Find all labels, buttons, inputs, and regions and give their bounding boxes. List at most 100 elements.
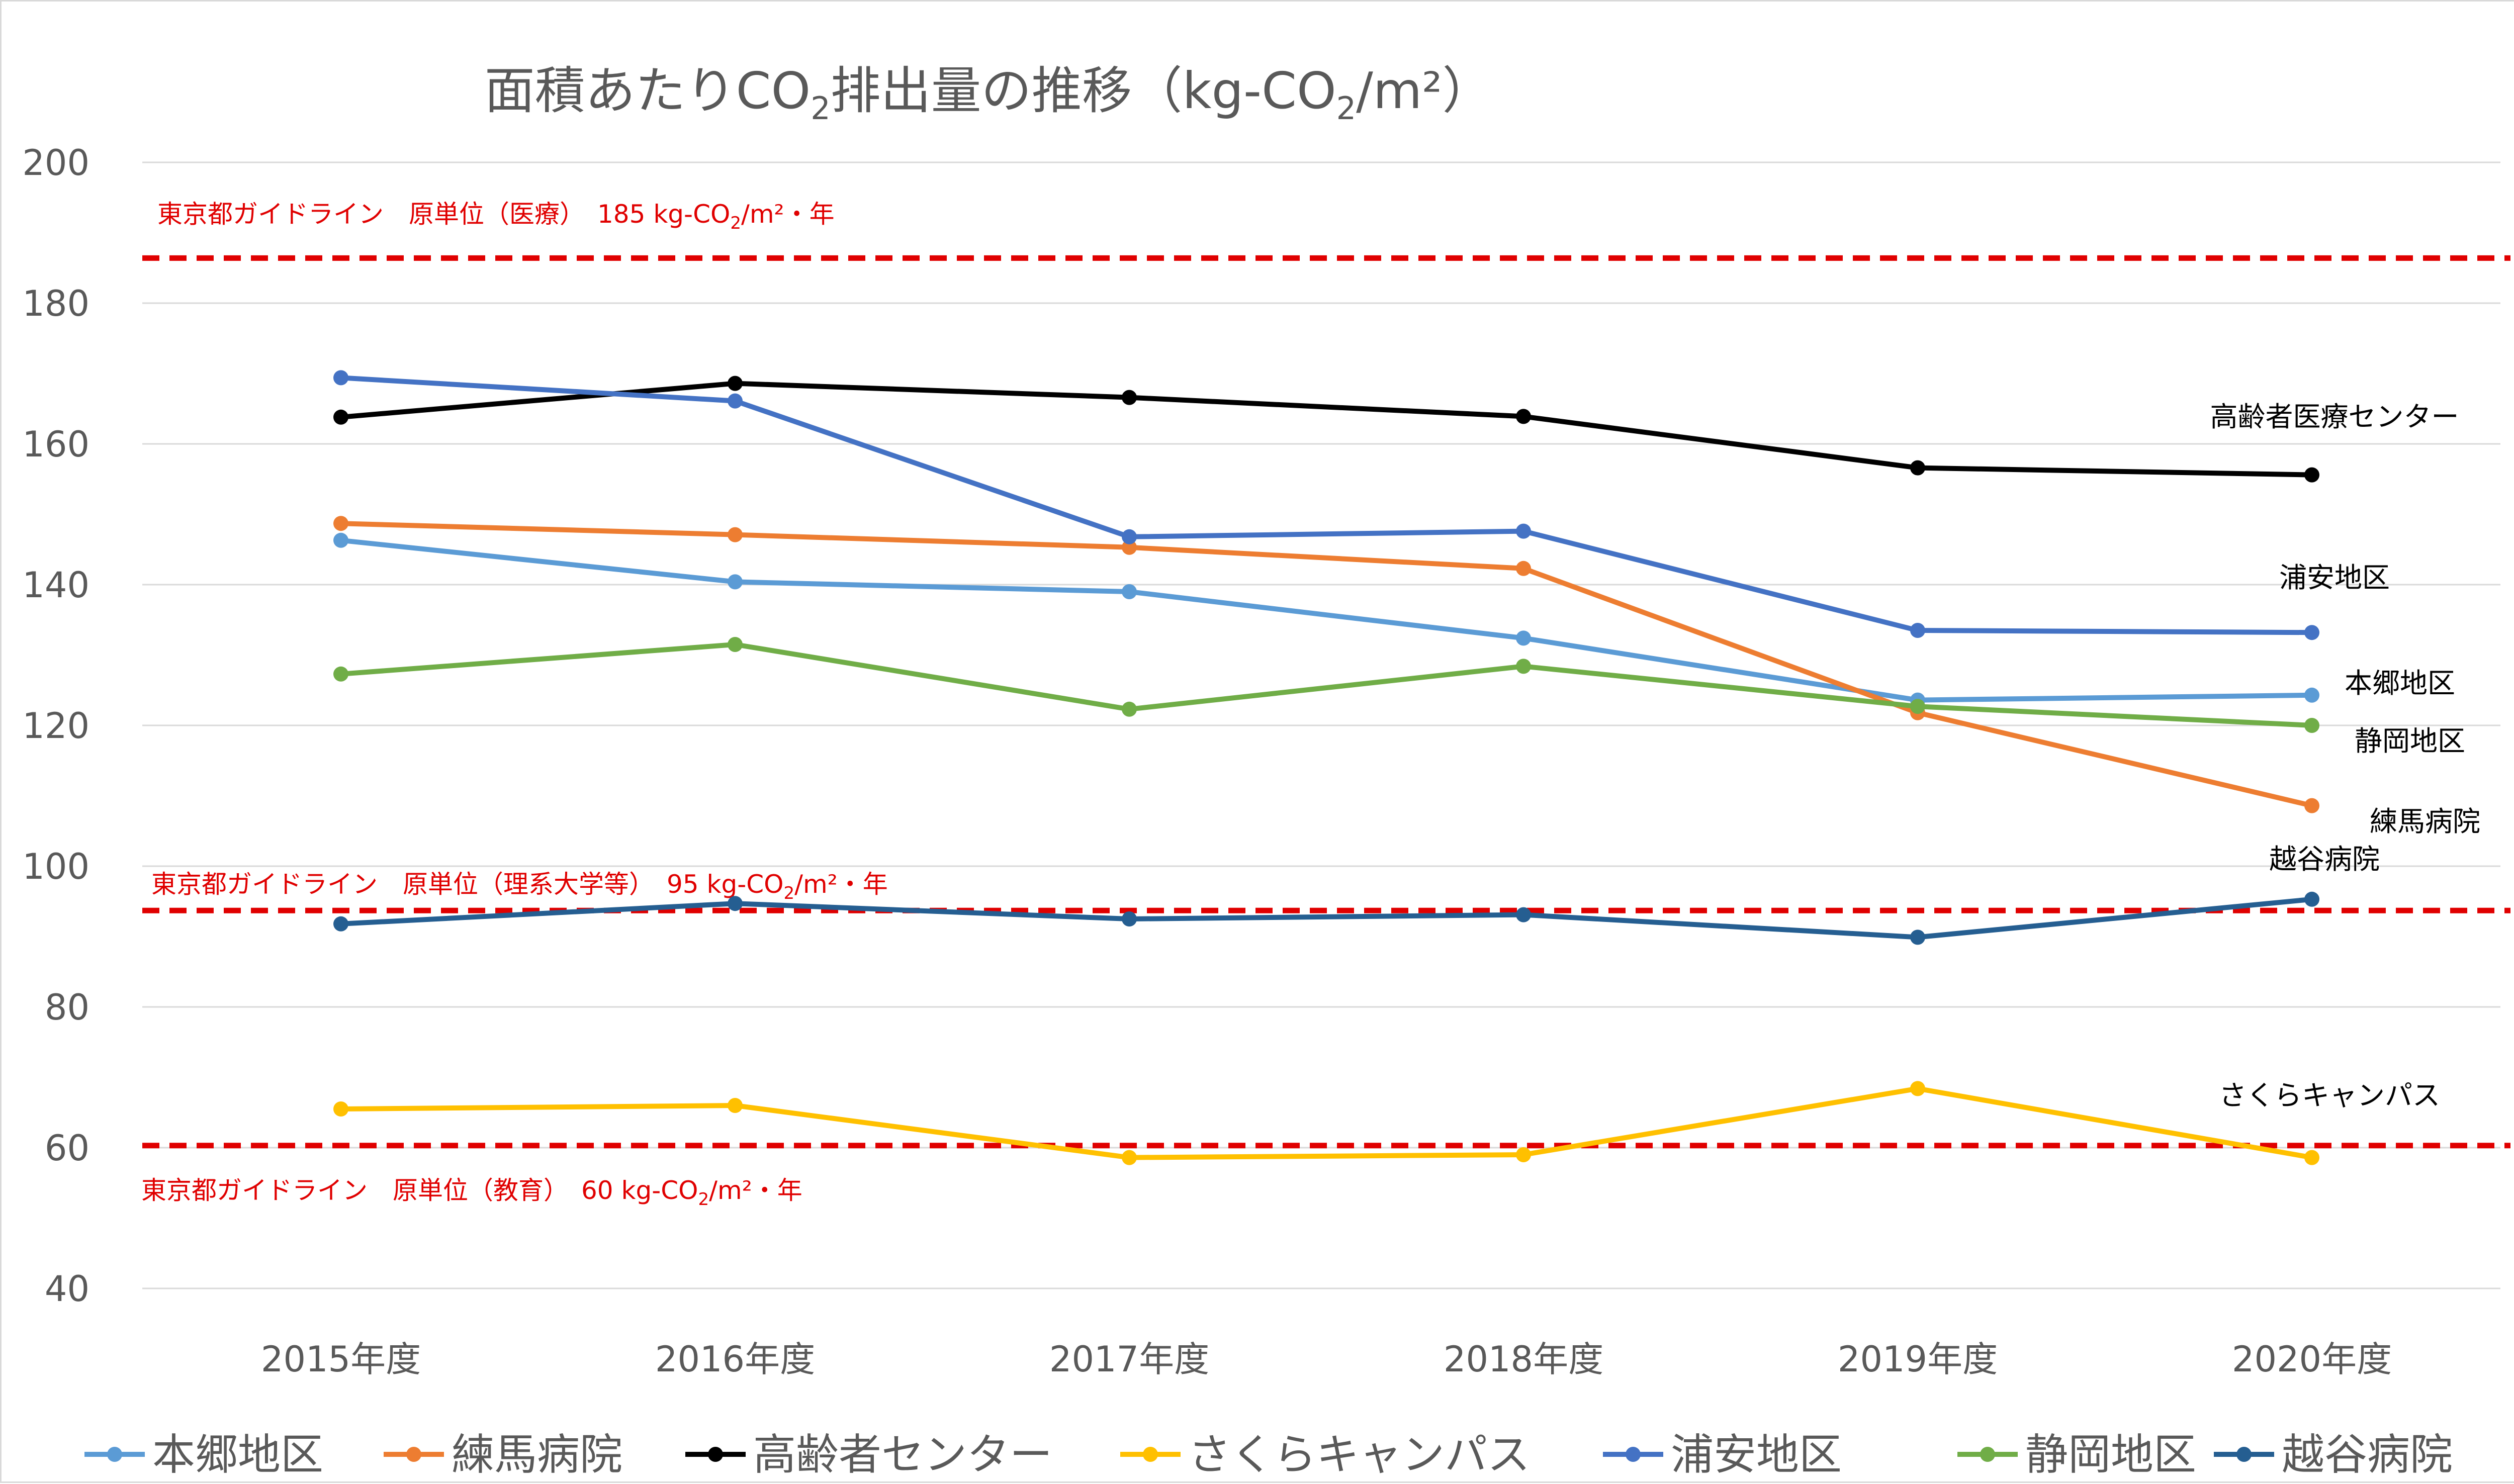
reference-line-label: 東京都ガイドライン 原単位（医療） 185 kg-CO2/m²・年 bbox=[157, 200, 835, 233]
ref-label-value: 60 kg-CO bbox=[581, 1176, 698, 1205]
data-point bbox=[333, 409, 348, 425]
legend-item: 浦安地区 bbox=[1603, 1430, 1842, 1480]
ref-label-subscript: 2 bbox=[698, 1189, 709, 1210]
series-4 bbox=[333, 370, 2319, 640]
legend-swatch-marker bbox=[1143, 1447, 1158, 1462]
series-line bbox=[338, 642, 2314, 728]
y-tick-label: 120 bbox=[22, 705, 89, 747]
data-point bbox=[1516, 523, 1531, 539]
reference-line-label: 東京都ガイドライン 原単位（教育） 60 kg-CO2/m²・年 bbox=[141, 1176, 802, 1210]
legend-label: 浦安地区 bbox=[1671, 1430, 1842, 1480]
data-point bbox=[2304, 1150, 2319, 1165]
series-layer bbox=[333, 370, 2319, 1165]
legend-item: 練馬病院 bbox=[384, 1430, 622, 1480]
data-point bbox=[1122, 584, 1137, 599]
title-subscript: 2 bbox=[1336, 90, 1356, 127]
data-point bbox=[728, 376, 743, 391]
y-tick-label: 40 bbox=[45, 1268, 89, 1310]
x-tick-label: 2017年度 bbox=[1049, 1339, 1209, 1380]
x-tick-label: 2020年度 bbox=[2232, 1339, 2392, 1380]
data-point bbox=[728, 637, 743, 652]
data-point bbox=[1910, 930, 1925, 945]
y-tick-label: 180 bbox=[22, 283, 89, 324]
data-point bbox=[1122, 529, 1137, 544]
data-point bbox=[1516, 630, 1531, 646]
legend-label: 本郷地区 bbox=[152, 1430, 323, 1480]
y-tick-label: 60 bbox=[45, 1128, 89, 1169]
y-tick-label: 100 bbox=[22, 846, 89, 887]
data-point bbox=[1516, 1147, 1531, 1162]
series-line bbox=[338, 1086, 2314, 1160]
data-point bbox=[333, 370, 348, 386]
data-point bbox=[1122, 539, 1137, 555]
y-tick-label: 200 bbox=[22, 142, 89, 183]
data-point bbox=[728, 527, 743, 542]
x-tick-label: 2016年度 bbox=[655, 1339, 815, 1380]
data-point bbox=[333, 516, 348, 531]
data-point bbox=[1516, 907, 1531, 922]
legend-label: さくらキャンパス bbox=[1188, 1430, 1530, 1480]
data-point bbox=[2304, 891, 2319, 907]
data-point bbox=[1122, 1150, 1137, 1165]
series-3 bbox=[333, 1081, 2319, 1165]
y-tick-label: 140 bbox=[22, 565, 89, 606]
data-point bbox=[2304, 687, 2319, 703]
data-point bbox=[728, 896, 743, 911]
data-point bbox=[2304, 625, 2319, 640]
data-point bbox=[728, 393, 743, 409]
x-tick-label: 2015年度 bbox=[261, 1339, 421, 1380]
legend-label: 越谷病院 bbox=[2282, 1430, 2453, 1480]
legend: 本郷地区 練馬病院 高齢者センター さくらキャンパス 浦安地区 静岡地区 越谷病院 bbox=[84, 1430, 2453, 1480]
series-line bbox=[338, 896, 2314, 940]
ref-label-value: 185 kg-CO bbox=[597, 200, 730, 229]
ref-label-unit: /m²・年 bbox=[709, 1176, 802, 1205]
legend-item: 本郷地区 bbox=[84, 1430, 323, 1480]
series-end-label: 高齢者医療センター bbox=[2210, 401, 2459, 433]
legend-item: 静岡地区 bbox=[1957, 1430, 2196, 1480]
ref-label-unit: /m²・年 bbox=[794, 870, 888, 899]
legend-swatch-marker bbox=[1980, 1447, 1995, 1462]
title-subscript: 2 bbox=[811, 90, 830, 127]
legend-item: さくらキャンパス bbox=[1120, 1430, 1530, 1480]
x-tick-label: 2019年度 bbox=[1838, 1339, 1998, 1380]
series-line bbox=[338, 381, 2314, 478]
legend-swatch-marker bbox=[708, 1447, 723, 1462]
series-line bbox=[338, 375, 2314, 635]
series-end-label: 越谷病院 bbox=[2269, 843, 2380, 875]
legend-swatch-marker bbox=[1626, 1447, 1641, 1462]
data-point bbox=[728, 574, 743, 590]
data-point bbox=[333, 1101, 348, 1117]
legend-item: 越谷病院 bbox=[2214, 1430, 2453, 1480]
legend-item: 高齢者センター bbox=[685, 1430, 1052, 1480]
ref-label-value: 95 kg-CO bbox=[667, 870, 784, 899]
legend-swatch-marker bbox=[107, 1447, 122, 1462]
reference-lines: 東京都ガイドライン 原単位（医療） 185 kg-CO2/m²・年東京都ガイドラ… bbox=[141, 200, 2510, 1210]
data-point bbox=[1910, 460, 1925, 476]
ref-label-text: 東京都ガイドライン 原単位（理系大学等） bbox=[151, 870, 667, 899]
legend-label: 高齢者センター bbox=[753, 1430, 1052, 1480]
data-point bbox=[1910, 699, 1925, 714]
data-point bbox=[1122, 911, 1137, 926]
data-point bbox=[1910, 1081, 1925, 1096]
data-point bbox=[333, 916, 348, 932]
legend-swatch-marker bbox=[2236, 1447, 2252, 1462]
data-point bbox=[1516, 659, 1531, 674]
data-point bbox=[333, 666, 348, 682]
data-point bbox=[1516, 409, 1531, 424]
series-end-label: 静岡地区 bbox=[2355, 725, 2465, 757]
series-6 bbox=[333, 891, 2319, 945]
ref-label-unit: /m²・年 bbox=[741, 200, 835, 229]
data-point bbox=[2304, 798, 2319, 813]
x-tick-label: 2018年度 bbox=[1444, 1339, 1603, 1380]
title-part: 排出量の推移（kg-CO bbox=[831, 61, 1336, 120]
title-part: 面積あたりCO bbox=[485, 61, 811, 120]
series-1 bbox=[333, 516, 2319, 813]
data-point bbox=[1122, 390, 1137, 405]
ref-label-text: 東京都ガイドライン 原単位（医療） bbox=[157, 200, 597, 229]
data-point bbox=[1122, 701, 1137, 717]
grid-layer: 40 60 80 100 120 140 160 180 200 2015年度 2016年度 2017… bbox=[22, 142, 2500, 1380]
series-5 bbox=[333, 637, 2319, 733]
y-tick-label: 80 bbox=[45, 987, 89, 1028]
